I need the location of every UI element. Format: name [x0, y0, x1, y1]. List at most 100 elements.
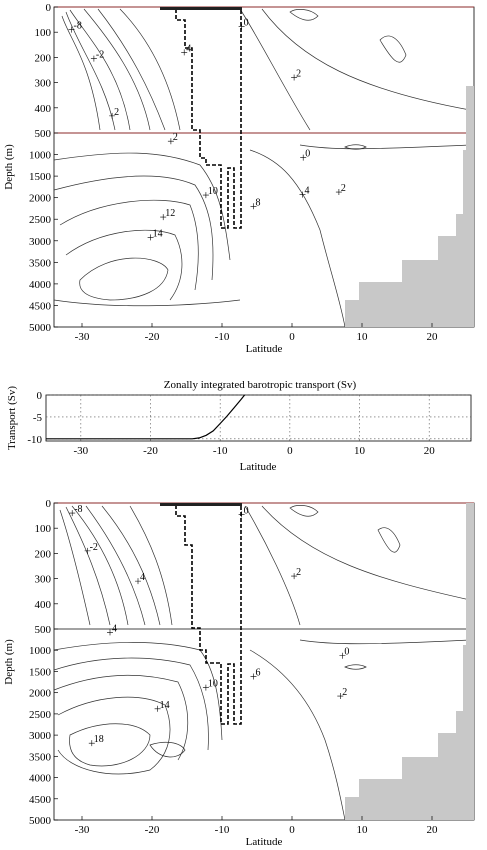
bot-ytick-label: 4500 — [29, 794, 52, 806]
top-contour-label: -2 — [96, 50, 104, 61]
top-surface-bar — [160, 7, 242, 10]
top-ytick-label: 1000 — [29, 150, 52, 162]
top-contour-panel: 0100200300400500100015002000250030003500… — [3, 2, 475, 355]
top-ytick-label: 3000 — [29, 236, 52, 248]
top-xtick-label: -20 — [145, 331, 160, 343]
top-xtick-label: -10 — [215, 331, 230, 343]
top-ytick-label: 300 — [35, 78, 52, 90]
top-contour-label: 2 — [341, 183, 346, 194]
top-ytick-label: 2500 — [29, 214, 52, 226]
bot-ytick-label: 0 — [46, 498, 52, 510]
top-ytick-label: 100 — [35, 27, 52, 39]
bottom-surface-bar — [160, 503, 242, 506]
bot-contour-label: 18 — [94, 734, 104, 745]
bot-contour-marker — [202, 684, 209, 691]
bot-ytick-label: 500 — [35, 624, 52, 636]
transport-y-ticks: 0 -5 -10 — [27, 390, 42, 446]
top-xlabel: Latitude — [246, 343, 283, 355]
transport-ytick-label: -10 — [27, 434, 42, 446]
top-depth-ticks: 0 100 200 300 400 500 1000 1500 2000 2500 3000 3500… — [29, 2, 58, 334]
bot-contour-label: 0 — [344, 647, 349, 658]
bottom-contour-labels: -8 -2 4 0 2 4 0 6 10 2 14 18 — [69, 504, 349, 747]
top-contour-label: 10 — [208, 186, 218, 197]
bottom-depth-ticks: 0 100 200 300 400 500 1000 1500 2000 2500 3000 3500… — [29, 498, 58, 827]
transport-panel: Zonally integrated barotropic transport … — [6, 379, 472, 473]
transport-xtick-label: 20 — [424, 445, 436, 457]
bottom-barotropic-boundary-dashed — [175, 505, 242, 725]
transport-x-ticks: -30 -20 -10 0 10 20 — [74, 445, 436, 457]
transport-ytick-label: -5 — [33, 412, 43, 424]
bot-contour-label: 14 — [160, 700, 170, 711]
bot-ytick-label: 100 — [35, 523, 52, 535]
top-contour-marker — [109, 112, 116, 119]
bot-ytick-label: 200 — [35, 548, 52, 560]
top-contour-marker — [167, 138, 174, 145]
top-ytick-label: 400 — [35, 103, 52, 115]
top-contour-marker — [250, 203, 257, 210]
bot-ytick-label: 1500 — [29, 666, 52, 678]
top-ytick-label: 1500 — [29, 171, 52, 183]
top-xtick-label: 10 — [357, 331, 369, 343]
bot-xtick-label: -10 — [215, 824, 230, 836]
bot-contour-label: 2 — [342, 687, 347, 698]
bot-contour-marker — [107, 629, 113, 636]
top-contour-label: 2 — [114, 107, 119, 118]
top-contour-marker — [299, 191, 306, 198]
top-contour-marker — [181, 49, 188, 56]
bottom-latitude-ticks: -30 -20 -10 0 10 20 — [75, 816, 438, 836]
top-contour-label: 0 — [305, 149, 310, 160]
top-contour-label: 12 — [165, 208, 175, 219]
top-contour-label: 4 — [305, 186, 310, 197]
top-ytick-label: 3500 — [29, 257, 52, 269]
bot-contour-label: -8 — [74, 504, 82, 515]
top-barotropic-boundary-dashed — [175, 9, 242, 229]
top-contour-marker — [238, 23, 245, 30]
top-contour-label: -8 — [74, 21, 82, 32]
top-latitude-ticks: -30 -20 -10 0 10 20 — [75, 323, 438, 343]
bot-contour-marker — [84, 547, 91, 554]
bot-contour-marker — [250, 673, 257, 680]
bot-contour-label: 2 — [296, 567, 301, 578]
transport-xtick-label: -20 — [143, 445, 158, 457]
transport-xtick-label: -10 — [213, 445, 228, 457]
bot-contour-marker — [135, 578, 141, 585]
transport-ylabel: Transport (Sv) — [6, 386, 18, 450]
bot-xtick-label: 10 — [357, 824, 369, 836]
top-contour-label: 14 — [153, 228, 163, 239]
top-contour-marker — [335, 189, 342, 196]
top-xtick-label: 20 — [427, 331, 439, 343]
top-xtick-label: 0 — [289, 331, 295, 343]
top-contour-marker — [90, 55, 97, 62]
bot-contour-marker — [88, 740, 95, 747]
top-contour-label: 2 — [296, 69, 301, 80]
bot-contour-marker — [69, 510, 76, 517]
transport-grid — [46, 394, 471, 441]
top-ytick-label: 2000 — [29, 193, 52, 205]
bot-ytick-label: 5000 — [29, 815, 52, 827]
top-ytick-label: 0 — [46, 2, 52, 14]
top-contour-marker — [160, 214, 167, 221]
top-ytick-label: 4500 — [29, 300, 52, 312]
bot-contour-marker — [337, 693, 344, 700]
transport-xlabel: Latitude — [240, 461, 277, 473]
top-contour-label: 4 — [186, 43, 191, 54]
bot-xtick-label: -20 — [145, 824, 160, 836]
top-contour-marker — [291, 74, 298, 81]
top-contour-marker — [68, 26, 75, 33]
transport-series-line — [46, 394, 246, 440]
bot-contour-label: -2 — [90, 542, 98, 553]
top-contour-marker — [202, 192, 209, 199]
bot-contour-label: 4 — [112, 623, 117, 634]
transport-xtick-label: 10 — [354, 445, 366, 457]
bot-contour-marker — [154, 705, 161, 712]
bot-ytick-label: 4000 — [29, 773, 52, 785]
top-ylabel: Depth (m) — [3, 144, 15, 190]
top-ytick-label: 5000 — [29, 322, 52, 334]
bot-ytick-label: 1000 — [29, 645, 52, 657]
top-contour-label: 0 — [244, 18, 249, 29]
bot-contour-label: 6 — [256, 668, 261, 679]
top-contour-label: 8 — [256, 197, 261, 208]
bot-contour-marker — [339, 652, 346, 659]
